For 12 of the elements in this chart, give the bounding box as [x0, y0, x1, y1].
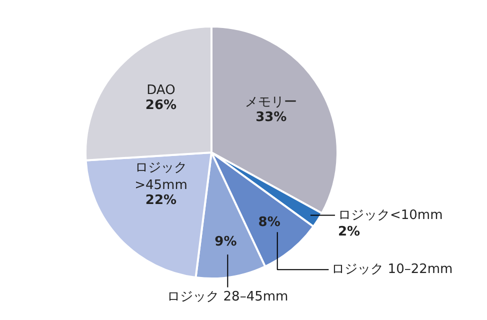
- data-label: 2%: [338, 224, 360, 240]
- slice-label: ロジック >45mm: [134, 160, 188, 193]
- data-label: 8%: [258, 214, 280, 230]
- slice-label: DAO: [146, 83, 176, 98]
- data-label: 33%: [256, 110, 287, 126]
- slice-label: ロジック 28–45mm: [167, 289, 288, 304]
- data-label: 9%: [214, 234, 237, 250]
- slice-label: ロジック 10–22mm: [332, 262, 453, 278]
- data-label: 22%: [145, 192, 177, 208]
- data-label: 26%: [145, 98, 177, 114]
- slice-label: メモリー: [245, 95, 298, 110]
- slice-label: ロジック<10mm: [338, 208, 443, 223]
